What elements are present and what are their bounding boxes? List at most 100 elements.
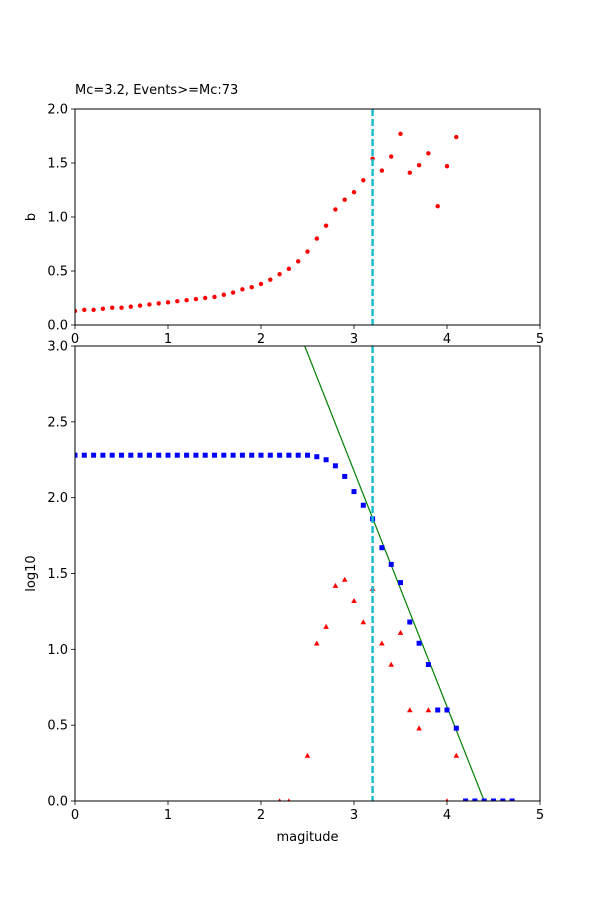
x-tick-label: 3 (350, 332, 358, 347)
data-point (119, 305, 124, 310)
plot-content (75, 109, 459, 325)
data-point (286, 266, 292, 272)
data-point (472, 798, 478, 801)
data-point (296, 259, 301, 264)
data-point (81, 452, 87, 458)
y-tick-label: 3.0 (47, 340, 68, 355)
y-tick-label: 0.0 (47, 319, 68, 334)
data-point (230, 452, 236, 458)
data-point (137, 303, 143, 308)
x-tick-label: 2 (257, 808, 265, 823)
data-point (416, 162, 422, 168)
y-tick-label: 2.0 (47, 491, 68, 506)
data-point (416, 640, 422, 646)
data-point (91, 452, 97, 458)
data-point (128, 452, 134, 458)
data-point (509, 798, 515, 801)
data-point (82, 307, 87, 313)
x-tick-label: 2 (257, 332, 265, 347)
data-point (360, 619, 367, 625)
data-point (332, 463, 338, 469)
data-point (156, 301, 161, 306)
data-point (445, 798, 449, 801)
data-point (425, 707, 432, 713)
x-axis-label: magitude (276, 830, 338, 845)
data-point (212, 452, 217, 458)
x-tick-label: 3 (350, 808, 358, 823)
data-point (481, 798, 487, 801)
data-point (221, 292, 226, 297)
data-point (119, 452, 124, 458)
data-point (425, 662, 431, 667)
data-point (147, 302, 152, 307)
data-point (184, 452, 190, 458)
data-point (295, 452, 301, 458)
data-point (305, 249, 310, 254)
data-point (110, 305, 115, 310)
data-point (342, 473, 348, 479)
data-point (174, 452, 180, 458)
data-point (203, 295, 208, 301)
data-point (258, 452, 264, 458)
plot-area (75, 346, 540, 801)
series-1 (75, 452, 515, 801)
data-point (286, 452, 292, 458)
data-point (379, 640, 385, 646)
y-tick-label: 0.5 (47, 265, 68, 280)
data-point (463, 798, 469, 801)
data-point (389, 154, 394, 159)
y-tick-label: 0.0 (47, 795, 68, 810)
y-tick-label: 1.5 (47, 567, 68, 582)
x-tick-label: 4 (443, 332, 451, 347)
data-point (100, 306, 106, 311)
chart-panel-2: 0 1 2 3 4 5 0.0 0.5 1.0 1.5 2.0 2.5 3.0 magitude log10 (24, 340, 544, 846)
data-point (156, 452, 162, 458)
data-point (388, 561, 394, 567)
data-point (287, 798, 291, 801)
data-point (332, 582, 339, 588)
data-point (278, 798, 282, 801)
data-point (240, 287, 245, 292)
data-point (388, 661, 394, 667)
data-point (268, 277, 273, 282)
data-point (305, 452, 310, 458)
data-point (267, 452, 273, 458)
data-point (184, 297, 189, 303)
data-point (304, 752, 311, 758)
data-point (453, 752, 460, 758)
data-point (397, 629, 404, 635)
y-axis-label: b (24, 213, 39, 221)
y-tick-label: 1.5 (47, 157, 68, 172)
data-point (416, 725, 422, 731)
series-1 (75, 131, 459, 314)
data-point (361, 178, 366, 183)
x-tick-label: 5 (536, 332, 544, 347)
data-point (407, 170, 412, 175)
x-tick-label: 0 (71, 808, 79, 823)
data-point (193, 452, 199, 458)
data-point (323, 223, 329, 228)
data-point (500, 798, 506, 801)
data-point (360, 502, 366, 508)
data-point (249, 452, 255, 458)
data-point (109, 452, 115, 458)
data-point (398, 131, 403, 137)
y-tick-label: 1.0 (47, 211, 68, 226)
data-point (277, 272, 282, 277)
data-point (453, 725, 459, 731)
data-point (128, 304, 133, 309)
data-point (444, 164, 450, 169)
data-point (193, 296, 199, 302)
y-tick-label: 2.5 (47, 415, 68, 430)
y-axis-label: log10 (24, 555, 39, 591)
data-point (407, 707, 413, 713)
data-point (165, 300, 171, 305)
data-point (314, 236, 319, 241)
data-point (333, 207, 338, 212)
data-point (323, 623, 329, 629)
y-tick-label: 0.5 (47, 719, 68, 734)
data-point (351, 189, 357, 195)
data-point (165, 452, 171, 458)
y-tick-label: 2.0 (47, 103, 68, 118)
